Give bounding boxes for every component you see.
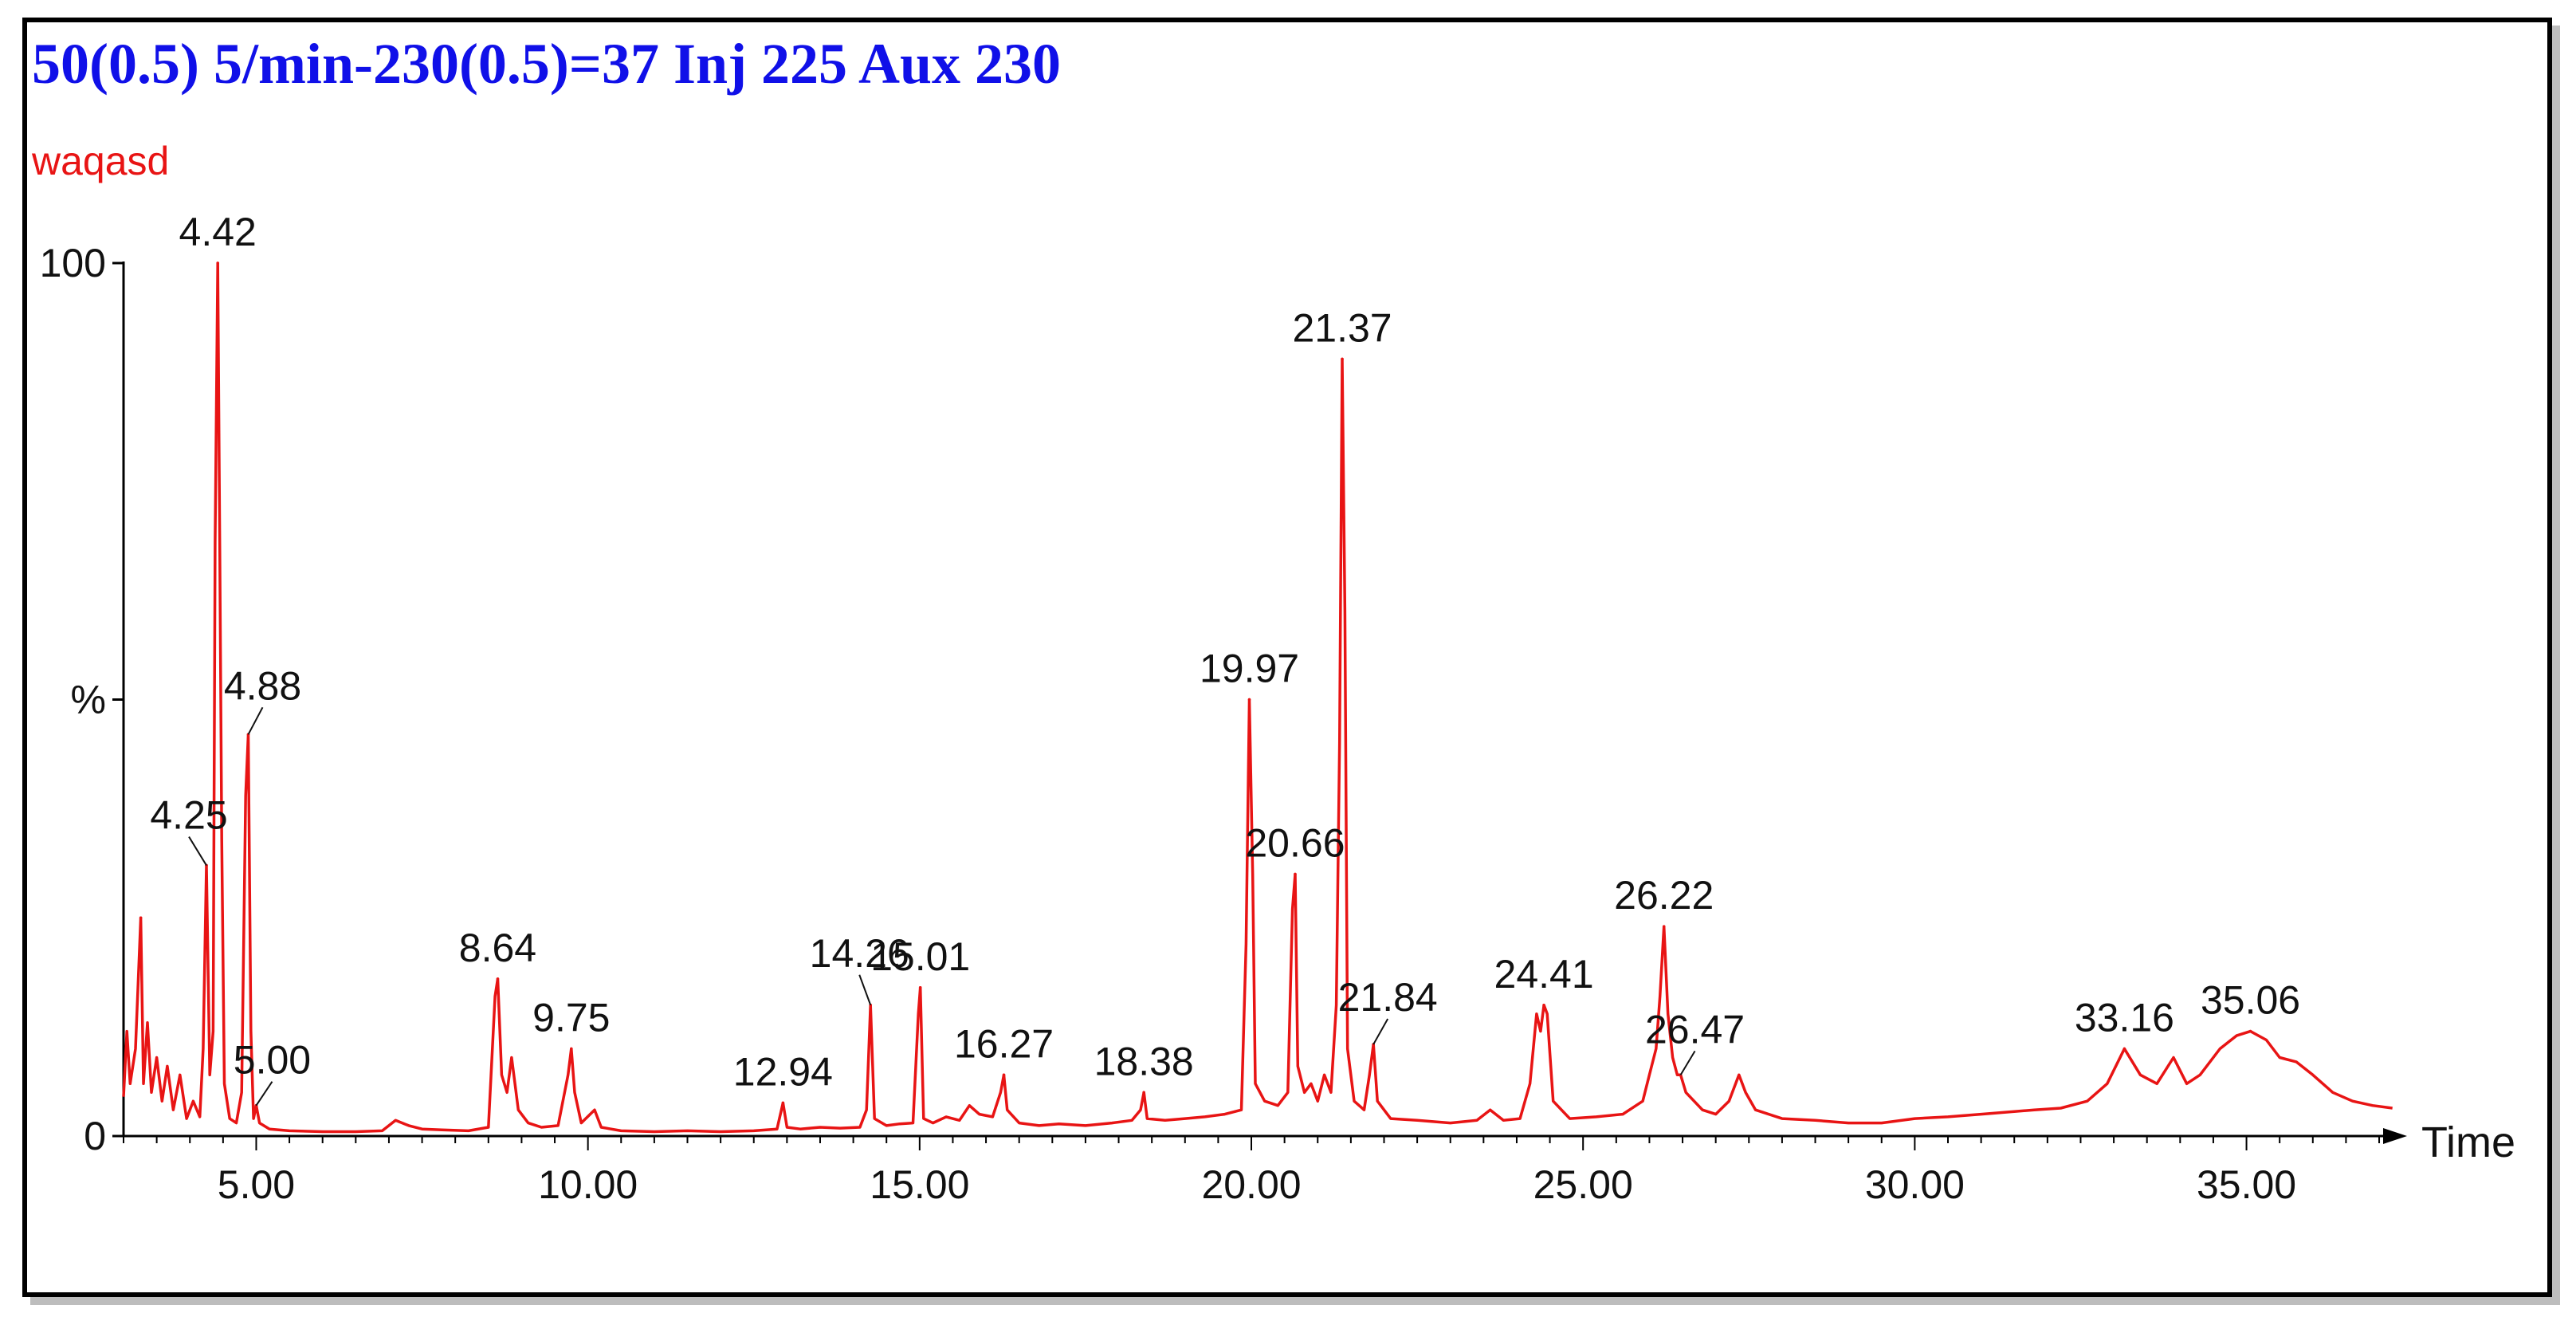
x-tick-label: 25.00 — [1533, 1162, 1633, 1207]
peak-point — [1542, 1003, 1545, 1007]
peak-point — [216, 261, 219, 265]
x-tick-label: 35.00 — [2197, 1162, 2296, 1207]
peak-label: 21.84 — [1338, 975, 1438, 1020]
peak-leader-line — [247, 706, 264, 735]
peak-leader-line — [1372, 1018, 1389, 1045]
peak-label: 9.75 — [532, 996, 610, 1040]
chromatogram-trace — [122, 261, 2393, 1134]
y-tick-label: % — [71, 678, 106, 722]
x-tick-label: 15.00 — [870, 1162, 969, 1207]
peak-label: 8.64 — [459, 926, 536, 970]
sample-label: waqasd — [32, 139, 170, 183]
x-tick-label: 10.00 — [538, 1162, 638, 1207]
peak-label: 4.42 — [179, 210, 257, 254]
peak-point — [1662, 925, 1666, 928]
peak-leader-line — [255, 1081, 273, 1107]
peak-leader-line — [188, 836, 207, 867]
x-tick-label: 20.00 — [1201, 1162, 1301, 1207]
y-tick-label: 0 — [84, 1114, 106, 1158]
peak-label: 4.25 — [150, 793, 227, 838]
peak-point — [1002, 1073, 1006, 1077]
peak-point — [1294, 872, 1297, 876]
peak-label: 35.06 — [2201, 978, 2300, 1023]
peak-point — [2122, 1047, 2126, 1051]
x-tick-label: 5.00 — [218, 1162, 295, 1207]
axes: 5.00 10.00 15.00 20.00 25.00 30.00 35.00 0% 100 T… — [40, 241, 2515, 1207]
peak-leader-line — [858, 974, 872, 1006]
peak-point — [570, 1047, 573, 1051]
x-axis-arrow — [2383, 1128, 2407, 1144]
peak-label: 24.41 — [1494, 952, 1594, 997]
peak-leader-line — [1679, 1050, 1696, 1075]
peak-label: 33.16 — [2075, 996, 2174, 1040]
peak-label: 20.66 — [1245, 821, 1345, 866]
peak-point — [918, 986, 922, 989]
x-tick-label: 30.00 — [1865, 1162, 1965, 1207]
peak-label: 5.00 — [234, 1038, 311, 1083]
peak-label: 14.26 — [810, 931, 909, 976]
peak-label: 4.88 — [224, 663, 301, 708]
peak-point — [2248, 1029, 2252, 1033]
trace-layer — [122, 261, 2393, 1134]
y-tick-label: 100 — [40, 241, 106, 285]
peak-point — [1142, 1091, 1145, 1095]
chart-title: 50(0.5) 5/min-230(0.5)=37 Inj 225 Aux 23… — [32, 32, 1062, 96]
peak-point — [1341, 357, 1344, 361]
peak-point — [496, 977, 500, 981]
peak-label: 15.01 — [870, 934, 970, 979]
peak-label: 26.22 — [1614, 873, 1714, 918]
peak-point — [781, 1101, 785, 1105]
peak-label: 18.38 — [1094, 1039, 1194, 1083]
peak-label: 19.97 — [1200, 647, 1299, 691]
peak-label: 21.37 — [1292, 305, 1392, 350]
x-axis-label: Time — [2421, 1119, 2515, 1166]
peak-label: 12.94 — [733, 1049, 833, 1094]
peak-point — [139, 916, 143, 920]
peak-label: 16.27 — [954, 1021, 1054, 1066]
peak-label: 26.47 — [1645, 1007, 1745, 1052]
peak-point — [1247, 698, 1251, 702]
